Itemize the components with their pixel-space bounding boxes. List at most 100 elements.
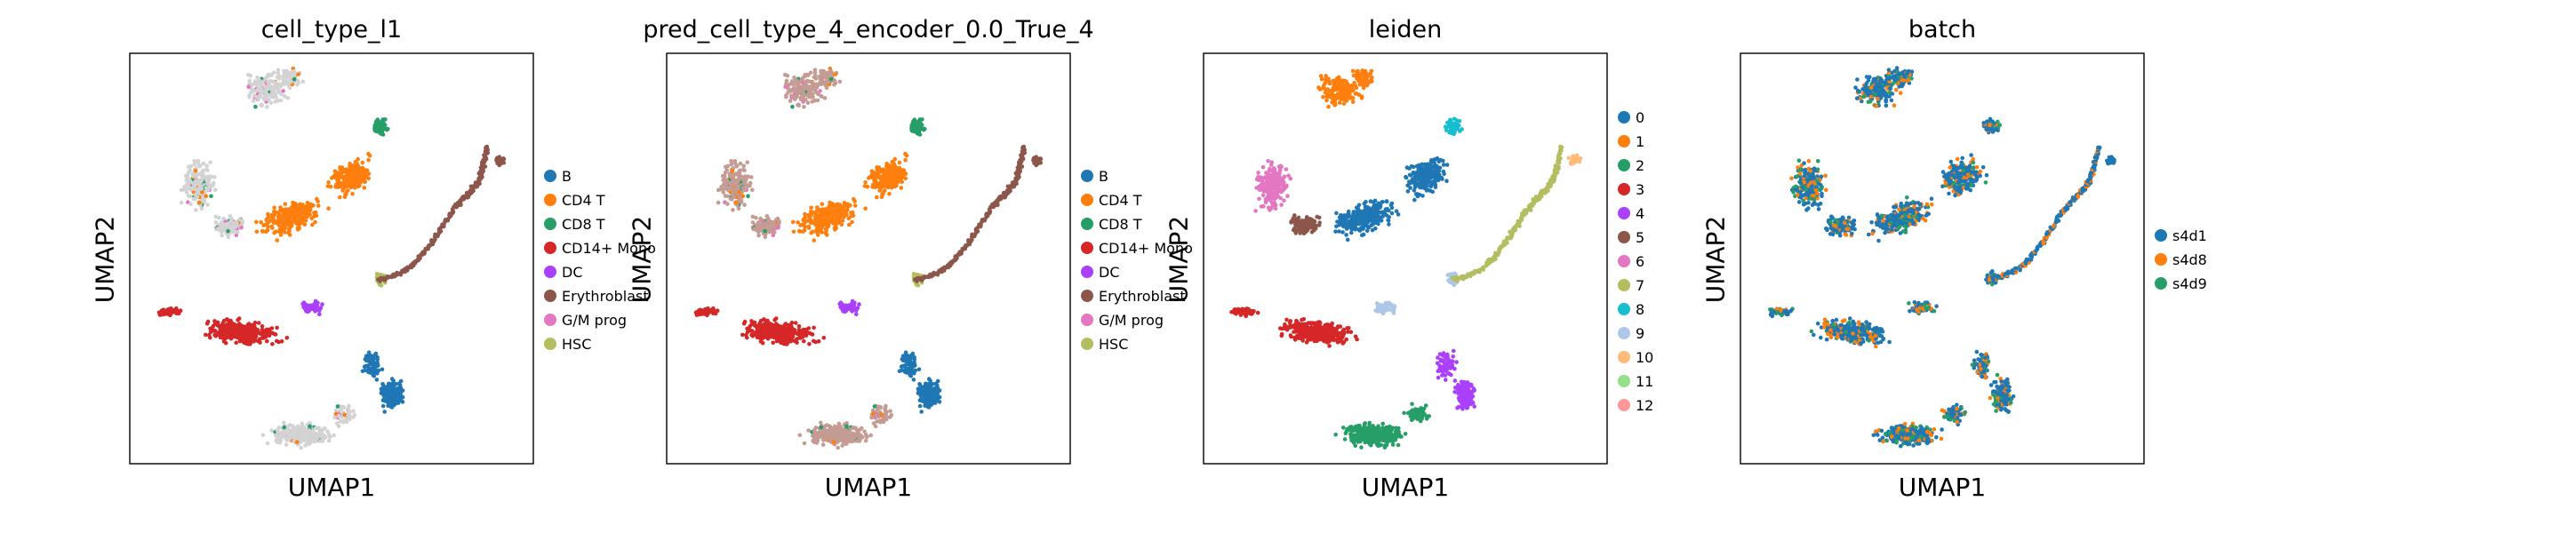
cell-point [357,183,362,188]
cell-point [755,329,760,333]
cell-point [889,413,894,418]
cell-point [226,228,230,234]
cell-point [255,88,260,92]
cell-point [200,171,205,175]
cell-point [246,84,252,90]
cell-point [734,200,739,205]
cell-point [903,176,908,181]
cell-point [223,340,228,346]
cell-point [721,190,726,195]
cell-point [383,386,388,390]
cell-point [802,441,807,446]
cell-point [727,173,732,179]
cell-point [796,220,800,225]
cell-point [919,410,924,414]
cell-point [863,438,868,443]
cell-point [823,83,828,88]
cell-point [272,205,276,211]
cell-point [349,171,355,175]
cell-point [790,104,795,109]
cell-point [303,219,308,223]
cell-point [295,78,300,83]
cell-point [389,387,394,392]
cell-point [284,221,290,226]
cell-point [284,68,289,74]
cell-point [352,413,357,418]
cell-point [865,184,870,189]
cell-point [400,388,405,393]
cell-point [310,222,315,227]
cell-point [270,94,275,99]
cell-point [949,261,955,266]
cell-point [863,180,868,185]
cell-point [276,429,280,434]
cell-point [234,328,239,333]
cell-point [251,99,256,103]
cell-point [178,308,183,314]
cell-point [192,159,196,163]
cell-point [261,223,266,227]
cell-point [803,80,807,84]
cell-point [911,378,916,382]
cell-point [915,282,919,288]
cell-point [746,184,750,188]
cell-point [278,233,284,237]
cell-point [265,338,269,344]
cell-point [263,91,268,95]
cell-point [850,298,855,304]
cell-point [332,433,337,438]
cell-point [865,434,869,440]
cell-point [282,94,287,99]
cell-point [796,228,802,234]
cell-point [925,382,930,386]
cell-point [834,429,839,434]
cell-point [501,156,507,162]
cell-point [229,322,235,328]
cell-point [712,308,716,313]
cell-point [255,338,260,344]
legend-label: B [562,167,572,185]
cell-point [199,187,204,191]
cell-point [350,192,355,196]
cell-point [807,94,812,99]
cell-point [246,327,251,331]
cell-point [791,219,796,225]
cell-point [890,176,895,180]
cell-point [346,406,351,411]
cell-point [256,321,261,325]
cell-point [218,329,223,333]
cell-point [282,430,286,435]
cell-point [903,151,908,156]
cell-point [757,321,762,326]
cell-point [388,382,393,386]
cell-point [828,425,833,430]
cell-point [306,304,311,309]
cell-point [833,222,838,227]
cell-point [284,435,288,440]
cell-point [822,207,828,211]
cell-point [356,156,361,162]
cell-point [234,233,239,238]
cell-point [273,220,277,225]
cell-point [808,70,813,76]
cell-point [199,206,204,211]
cell-point [806,428,811,433]
cell-point [917,117,923,122]
cell-point [342,412,347,418]
cell-point [762,317,766,322]
cell-point [723,194,728,198]
cell-point [260,331,264,337]
cell-point [919,398,924,403]
cell-point [744,332,748,338]
cell-point [285,207,291,211]
cell-point [171,308,176,314]
cell-point [277,85,282,90]
cell-point [788,99,793,103]
cell-point [382,390,387,395]
cell-point [721,178,725,182]
cell-point [246,72,251,77]
cell-point [291,425,296,430]
cell-point [294,440,300,444]
cell-point [800,76,805,81]
cell-point [746,194,750,199]
